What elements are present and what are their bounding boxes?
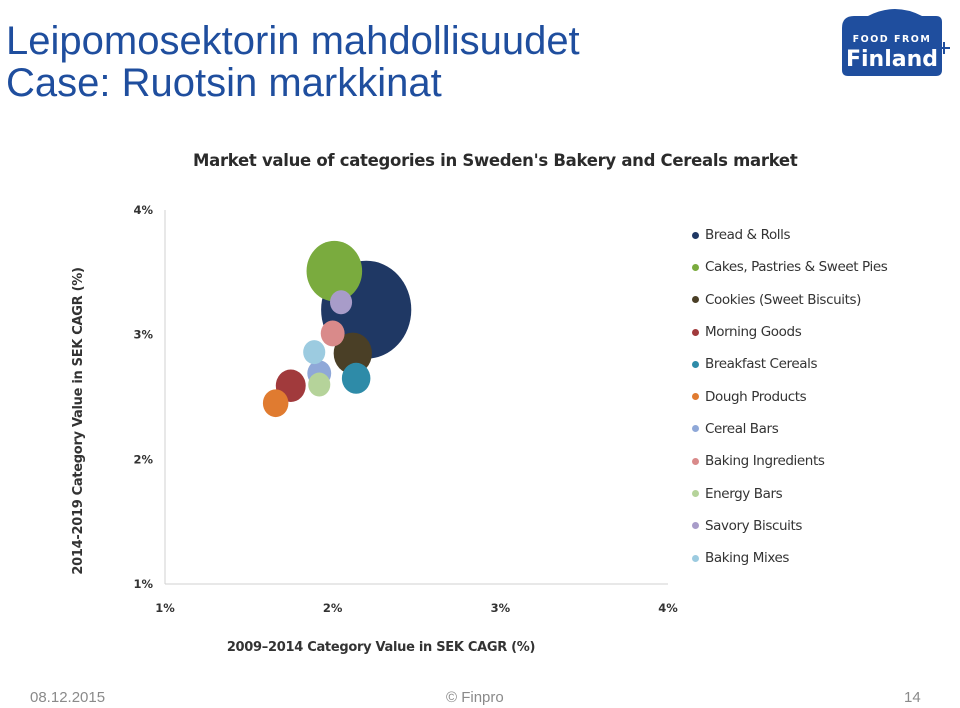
x-tick-label: 2% [323, 601, 343, 615]
bubble-baking-mixes [303, 340, 326, 365]
x-tick-label: 1% [155, 601, 175, 615]
legend-marker [692, 393, 699, 401]
legend-marker [692, 296, 699, 304]
legend-marker [692, 360, 699, 368]
legend-label: Baking Mixes [705, 550, 790, 567]
legend-label: Morning Goods [705, 324, 802, 341]
legend-item-dough-products: Dough Products [692, 380, 887, 412]
logo-text-line1: FOOD FROM [853, 34, 932, 45]
chart-title: Market value of categories in Sweden's B… [193, 151, 798, 170]
slide-title-line1: Leipomosektorin mahdollisuudet [6, 19, 580, 63]
legend-label: Savory Biscuits [705, 517, 803, 534]
bubble-savory-biscuits [330, 290, 353, 315]
legend-label: Energy Bars [705, 485, 783, 502]
bubble-breakfast-cereals [341, 362, 371, 394]
legend-item-baking-ingredients: Baking Ingredients [692, 445, 887, 477]
legend-marker [692, 522, 699, 530]
bubble-cakes-pastries-sweet-pies [306, 240, 363, 302]
bubble-energy-bars [308, 372, 331, 397]
legend-item-breakfast-cereals: Breakfast Cereals [692, 348, 887, 380]
logo-text-line2: Finland [846, 47, 938, 72]
legend-item-energy-bars: Energy Bars [692, 477, 887, 509]
footer-date: 08.12.2015 [30, 689, 106, 706]
legend-item-cookies-sweet-biscuits: Cookies (Sweet Biscuits) [692, 284, 887, 316]
bubbles-group [262, 240, 412, 418]
legend-item-cereal-bars: Cereal Bars [692, 413, 887, 445]
legend-marker [692, 457, 699, 465]
legend-label: Cereal Bars [705, 420, 779, 437]
legend-label: Breakfast Cereals [705, 356, 818, 373]
slide-title-line2: Case: Ruotsin markkinat [6, 61, 442, 105]
legend-item-cakes-pastries-sweet-pies: Cakes, Pastries & Sweet Pies [692, 251, 888, 283]
legend-label: Cakes, Pastries & Sweet Pies [705, 259, 888, 276]
legend-item-savory-biscuits: Savory Biscuits [692, 510, 887, 542]
bubble-dough-products [262, 389, 289, 418]
legend-item-bread-rolls: Bread & Rolls [692, 219, 887, 251]
y-tick-label: 1% [133, 577, 153, 591]
legend-marker [692, 425, 699, 433]
legend-marker [692, 263, 699, 271]
food-from-finland-logo: FOOD FROM Finland [842, 9, 950, 76]
y-tick-label: 2% [133, 452, 153, 466]
legend-label: Baking Ingredients [705, 453, 825, 470]
slide-title: Leipomosektorin mahdollisuudet Case: Ruo… [6, 20, 580, 104]
legend-marker [692, 328, 699, 336]
y-axis-label: 2014-2019 Category Value in SEK CAGR (%) [71, 267, 86, 574]
footer-page-number: 14 [904, 689, 921, 706]
x-tick-labels: 1% 2% 3% 4% [155, 601, 678, 615]
logo-badge [842, 9, 942, 76]
legend-label: Cookies (Sweet Biscuits) [705, 291, 861, 308]
bubble-baking-ingredients [320, 320, 345, 347]
bubble-cookies-sweet-biscuits [333, 332, 372, 375]
legend-label: Dough Products [705, 388, 807, 405]
legend-item-morning-goods: Morning Goods [692, 316, 887, 348]
y-tick-label: 3% [133, 328, 153, 342]
x-tick-label: 3% [491, 601, 511, 615]
legend-label: Bread & Rolls [705, 227, 791, 244]
legend-marker [692, 231, 699, 239]
y-tick-label: 4% [133, 203, 153, 217]
x-axis-label: 2009–2014 Category Value in SEK CAGR (%) [227, 640, 535, 655]
y-tick-labels: 1% 2% 3% 4% [133, 203, 153, 591]
logo-cross-icon [938, 42, 950, 54]
chart-legend: Bread & Rolls Cakes, Pastries & Sweet Pie… [692, 219, 888, 574]
legend-marker [692, 490, 699, 498]
legend-marker [692, 554, 699, 562]
footer-copyright: © Finpro [446, 689, 504, 706]
legend-item-baking-mixes: Baking Mixes [692, 542, 887, 574]
x-tick-label: 4% [658, 601, 678, 615]
